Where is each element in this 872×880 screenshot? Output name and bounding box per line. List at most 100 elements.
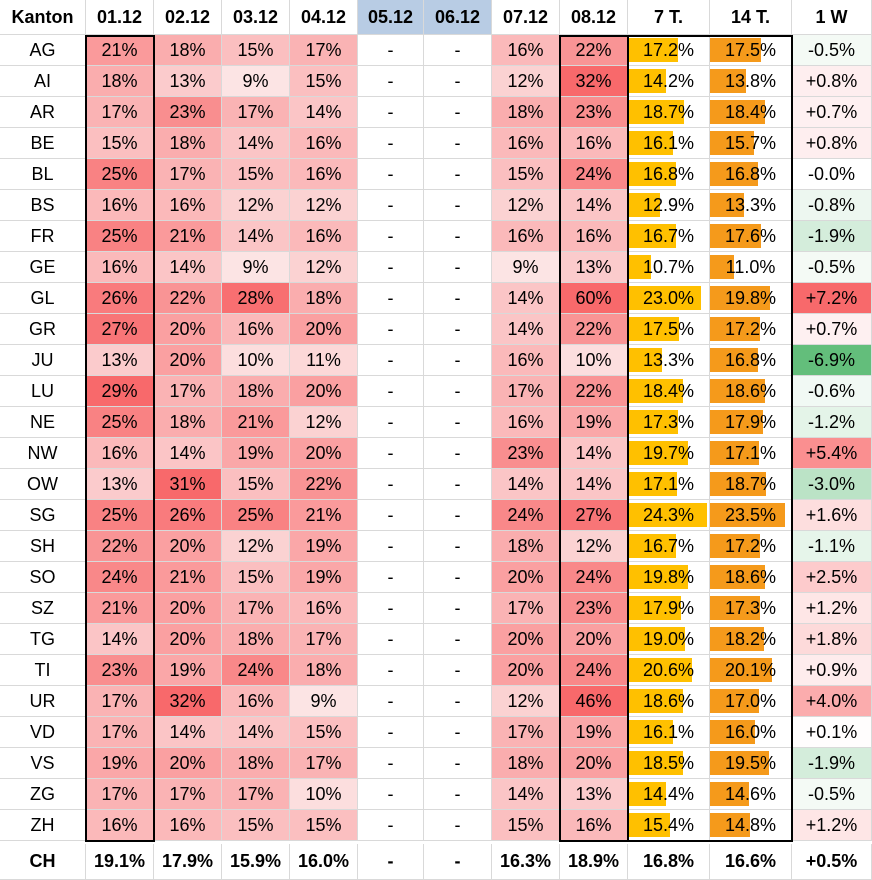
table-cell: 16% xyxy=(86,190,154,221)
table-cell-text: 25% xyxy=(101,411,138,432)
table-cell-text: 21% xyxy=(101,597,138,618)
table-cell-text: - xyxy=(454,783,461,804)
table-cell: 14% xyxy=(222,717,290,748)
canton-label-text: OW xyxy=(27,473,58,494)
table-cell-text: 22% xyxy=(575,39,612,60)
table-cell: 16% xyxy=(492,221,560,252)
table-cell-text: +7.2% xyxy=(805,287,858,308)
table-cell-text: 16.8% xyxy=(642,163,695,184)
table-cell-text: 16.8% xyxy=(724,349,777,370)
table-cell-text: 19% xyxy=(101,752,138,773)
table-cell-text: 14% xyxy=(575,442,612,463)
bar-14-day xyxy=(710,720,755,744)
table-cell-text: -0.6% xyxy=(807,380,856,401)
table-cell-text: 24% xyxy=(575,163,612,184)
table-cell-text: 17.5% xyxy=(724,39,777,60)
table-cell: 17% xyxy=(222,593,290,624)
table-cell-text: 15% xyxy=(237,39,274,60)
canton-label: VS xyxy=(0,748,86,779)
table-cell-text: 14% xyxy=(507,783,544,804)
header-col-6: 06.12 xyxy=(424,0,492,35)
table-cell: 21% xyxy=(154,562,222,593)
table-cell-text: 12% xyxy=(305,194,342,215)
table-cell-text: 15% xyxy=(507,163,544,184)
table-cell: 21% xyxy=(86,35,154,66)
table-cell: 24% xyxy=(492,500,560,531)
table-cell-text: +5.4% xyxy=(805,442,858,463)
table-cell: 20.6% xyxy=(628,655,710,686)
table-cell: +7.2% xyxy=(792,283,872,314)
table-cell: 18% xyxy=(86,66,154,97)
table-cell: 18.2% xyxy=(710,624,792,655)
header-kanton-text: Kanton xyxy=(11,6,74,27)
table-cell: +1.6% xyxy=(792,500,872,531)
bar-14-day xyxy=(710,255,734,279)
table-cell: +2.5% xyxy=(792,562,872,593)
table-cell-text: 25% xyxy=(101,504,138,525)
table-cell: 19% xyxy=(560,717,628,748)
total-cell: +0.5% xyxy=(792,844,872,880)
canton-label: UR xyxy=(0,686,86,717)
table-cell: 12% xyxy=(222,531,290,562)
table-cell: 15% xyxy=(492,810,560,841)
table-cell-text: 16% xyxy=(507,349,544,370)
table-cell: 10% xyxy=(290,779,358,810)
table-cell-text: 14% xyxy=(237,225,274,246)
table-cell: +1.2% xyxy=(792,810,872,841)
table-cell: 25% xyxy=(86,407,154,438)
table-cell-text: +1.8% xyxy=(805,628,858,649)
table-cell-text: 15% xyxy=(237,473,274,494)
table-cell-text: 18% xyxy=(169,132,206,153)
table-cell: 28% xyxy=(222,283,290,314)
table-cell: 16% xyxy=(290,221,358,252)
table-cell: 14% xyxy=(154,252,222,283)
table-cell: 13% xyxy=(154,66,222,97)
table-cell: 17% xyxy=(86,97,154,128)
canton-label: FR xyxy=(0,221,86,252)
table-cell: 12.9% xyxy=(628,190,710,221)
table-cell: - xyxy=(358,376,424,407)
table-cell-text: - xyxy=(387,628,394,649)
table-cell: - xyxy=(424,128,492,159)
table-cell-text: 14.4% xyxy=(642,783,695,804)
table-cell: 20% xyxy=(290,314,358,345)
table-cell: +1.2% xyxy=(792,593,872,624)
table-cell-text: 16% xyxy=(305,597,342,618)
table-cell: 16% xyxy=(86,252,154,283)
table-cell-text: 18.6% xyxy=(724,566,777,587)
table-cell: 14.4% xyxy=(628,779,710,810)
table-cell-text: 26% xyxy=(169,504,206,525)
total-cell-text: - xyxy=(454,851,461,871)
table-cell: 16.8% xyxy=(710,345,792,376)
bar-7-day xyxy=(628,255,651,279)
table-cell-text: 17.1% xyxy=(724,442,777,463)
header-col-1: 01.12 xyxy=(86,0,154,35)
table-cell: 21% xyxy=(290,500,358,531)
bar-7-day xyxy=(628,782,666,806)
table-cell-text: 32% xyxy=(575,70,612,91)
total-cell-text: 16.0% xyxy=(297,851,350,871)
table-cell-text: 18% xyxy=(237,752,274,773)
table-cell-text: - xyxy=(454,721,461,742)
table-cell-text: 18.5% xyxy=(642,752,695,773)
table-cell-text: 17% xyxy=(237,783,274,804)
table-cell-text: 13% xyxy=(575,783,612,804)
table-cell: 18.6% xyxy=(710,562,792,593)
table-cell: - xyxy=(424,469,492,500)
table-cell: 26% xyxy=(154,500,222,531)
table-cell-text: - xyxy=(454,380,461,401)
table-cell: 9% xyxy=(492,252,560,283)
table-cell-text: 46% xyxy=(575,690,612,711)
table-cell-text: 15.7% xyxy=(724,132,777,153)
table-cell: 15% xyxy=(222,810,290,841)
table-cell: 15% xyxy=(290,717,358,748)
table-cell: 18.6% xyxy=(628,686,710,717)
total-cell-text: 18.9% xyxy=(567,851,620,871)
table-cell: 16.1% xyxy=(628,128,710,159)
table-cell-text: 16% xyxy=(101,194,138,215)
bar-7-day xyxy=(628,441,688,465)
table-cell-text: - xyxy=(387,690,394,711)
table-cell: 17% xyxy=(86,717,154,748)
table-cell: 14% xyxy=(290,97,358,128)
table-cell: 14% xyxy=(86,624,154,655)
